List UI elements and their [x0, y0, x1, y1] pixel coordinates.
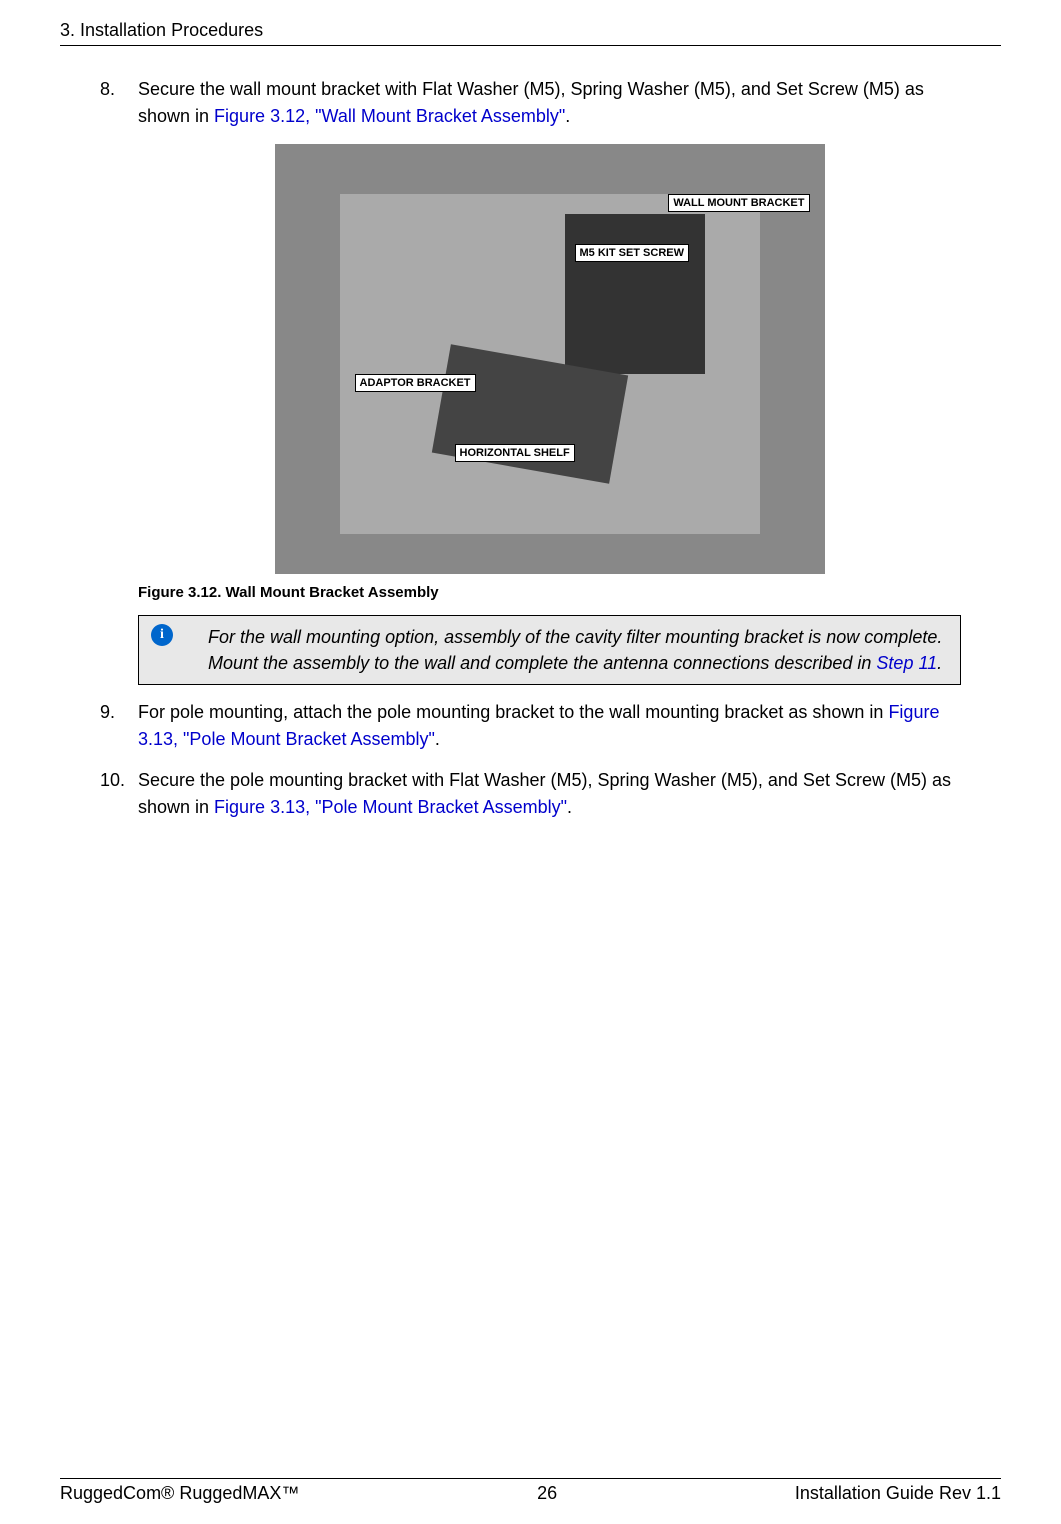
figure-image: WALL MOUNT BRACKET M5 KIT SET SCREW ADAP…: [275, 144, 825, 574]
figure-container: WALL MOUNT BRACKET M5 KIT SET SCREW ADAP…: [138, 144, 961, 601]
step-8: 8. Secure the wall mount bracket with Fl…: [100, 76, 961, 130]
info-icon: i: [151, 624, 173, 646]
header-title: 3. Installation Procedures: [60, 20, 1001, 41]
step-text: Secure the pole mounting bracket with Fl…: [138, 767, 961, 821]
step-text-suffix: .: [435, 729, 440, 749]
step-text-suffix: .: [567, 797, 572, 817]
step-number: 8.: [100, 76, 138, 130]
label-m5-kit: M5 KIT SET SCREW: [575, 244, 690, 262]
step-link[interactable]: Step 11: [876, 653, 937, 673]
info-box: i For the wall mounting option, assembly…: [138, 615, 961, 685]
figure-caption: Figure 3.12. Wall Mount Bracket Assembly: [138, 584, 961, 601]
step-text: For pole mounting, attach the pole mount…: [138, 699, 961, 753]
step-number: 9.: [100, 699, 138, 753]
step-number: 10.: [100, 767, 138, 821]
info-text-suffix: .: [937, 653, 942, 673]
info-text-prefix: For the wall mounting option, assembly o…: [208, 627, 942, 673]
step-10: 10. Secure the pole mounting bracket wit…: [100, 767, 961, 821]
step-text-suffix: .: [565, 106, 570, 126]
footer-center: 26: [537, 1483, 557, 1504]
spacer: [100, 835, 961, 1455]
label-horizontal: HORIZONTAL SHELF: [455, 444, 575, 462]
footer-right: Installation Guide Rev 1.1: [795, 1483, 1001, 1504]
page-footer: RuggedCom® RuggedMAX™ 26 Installation Gu…: [60, 1478, 1001, 1504]
step-9: 9. For pole mounting, attach the pole mo…: [100, 699, 961, 753]
main-content: 8. Secure the wall mount bracket with Fl…: [60, 76, 1001, 1455]
info-text: For the wall mounting option, assembly o…: [208, 624, 948, 676]
step-text-prefix: For pole mounting, attach the pole mount…: [138, 702, 888, 722]
page-header: 3. Installation Procedures: [60, 20, 1001, 46]
label-adaptor: ADAPTOR BRACKET: [355, 374, 476, 392]
figure-link[interactable]: Figure 3.13, "Pole Mount Bracket Assembl…: [214, 797, 567, 817]
step-text: Secure the wall mount bracket with Flat …: [138, 76, 961, 130]
footer-left: RuggedCom® RuggedMAX™: [60, 1483, 299, 1504]
label-wall-mount: WALL MOUNT BRACKET: [668, 194, 809, 212]
figure-link[interactable]: Figure 3.12, "Wall Mount Bracket Assembl…: [214, 106, 565, 126]
